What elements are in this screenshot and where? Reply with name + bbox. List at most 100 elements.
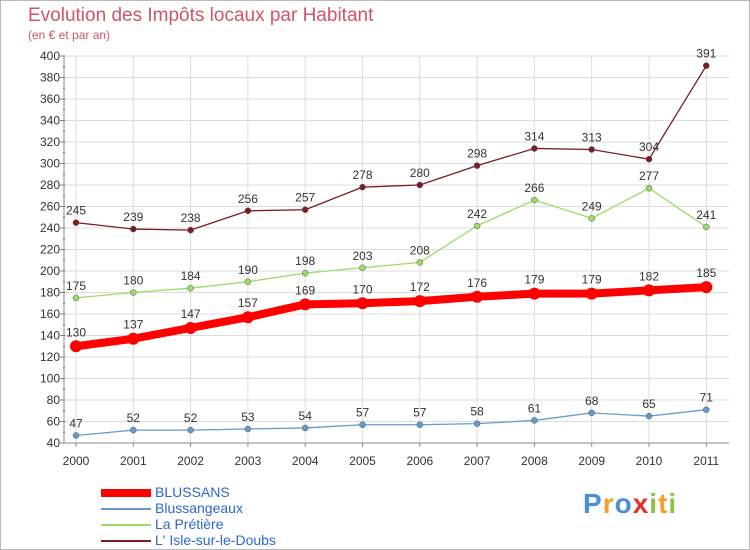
logo-letter: x: [632, 488, 650, 519]
y-tick-label: 240: [40, 221, 60, 235]
logo-letter: i: [649, 488, 659, 519]
legend-label: L' Isle-sur-le-Doubs: [155, 532, 276, 548]
y-tick-label: 360: [40, 92, 60, 106]
data-label-blussangeaux: 53: [241, 410, 255, 424]
data-label-la-pretiere: 249: [582, 199, 602, 213]
data-point-blussangeaux: [416, 421, 424, 428]
data-point-la-pretiere: [703, 223, 710, 231]
legend-item-la-pretiere: La Prétière: [101, 516, 361, 533]
logo-letter: o: [614, 488, 633, 519]
data-point-blussans: [356, 297, 369, 310]
data-label-l-isle-sur-le-doubs: 278: [352, 168, 372, 182]
legend-swatch: [101, 489, 151, 497]
data-label-blussans: 176: [467, 276, 487, 290]
x-tick-label: 2009: [578, 454, 605, 468]
data-label-blussangeaux: 54: [299, 409, 313, 423]
y-tick-label: 100: [40, 372, 60, 386]
data-label-blussans: 185: [696, 266, 716, 280]
data-label-blussangeaux: 58: [470, 405, 484, 419]
data-point-blussans: [413, 295, 426, 308]
x-tick-label: 2007: [464, 454, 491, 468]
y-tick-label: 40: [47, 436, 61, 450]
data-label-blussangeaux: 52: [127, 411, 141, 425]
data-label-l-isle-sur-le-doubs: 313: [582, 131, 602, 145]
data-point-la-pretiere: [359, 264, 366, 272]
logo-letter: i: [668, 488, 678, 519]
data-label-blussangeaux: 57: [356, 406, 370, 420]
data-point-blussans: [299, 298, 312, 311]
x-tick-label: 2003: [235, 454, 262, 468]
data-point-l-isle-sur-le-doubs: [588, 146, 595, 153]
data-label-la-pretiere: 242: [467, 207, 487, 221]
y-tick-label: 160: [40, 307, 60, 321]
legend-swatch: [101, 540, 151, 542]
y-tick-label: 180: [40, 286, 60, 300]
data-label-blussangeaux: 65: [642, 397, 656, 411]
data-label-blussangeaux: 57: [413, 406, 427, 420]
data-label-blussans: 172: [410, 280, 430, 294]
data-point-l-isle-sur-le-doubs: [72, 219, 80, 226]
data-point-la-pretiere: [301, 269, 309, 277]
series-line-blussans: [72, 283, 711, 351]
data-point-blussangeaux: [588, 409, 595, 417]
data-point-la-pretiere: [244, 278, 252, 285]
y-tick-label: 260: [40, 200, 60, 214]
x-tick-label: 2005: [349, 454, 376, 468]
data-label-l-isle-sur-le-doubs: 304: [639, 140, 659, 154]
data-point-la-pretiere: [187, 284, 194, 292]
chart-legend: BLUSSANS Blussangeaux La Prétière L' Isle-s…: [101, 484, 361, 549]
data-point-l-isle-sur-le-doubs: [473, 162, 481, 169]
x-tick-label: 2011: [693, 454, 719, 468]
data-label-l-isle-sur-le-doubs: 314: [524, 129, 544, 143]
data-label-la-pretiere: 266: [524, 181, 544, 195]
data-point-l-isle-sur-le-doubs: [416, 181, 424, 189]
data-point-blussans: [127, 332, 140, 345]
data-point-l-isle-sur-le-doubs: [531, 145, 538, 152]
data-label-blussans: 130: [66, 325, 86, 339]
y-tick-label: 400: [40, 49, 60, 63]
legend-item-blussangeaux: Blussangeaux: [101, 500, 361, 517]
logo-letter: P: [583, 488, 603, 519]
data-label-blussans: 157: [238, 296, 258, 310]
data-label-blussangeaux: 52: [184, 411, 198, 425]
data-label-la-pretiere: 241: [696, 208, 716, 222]
data-label-l-isle-sur-le-doubs: 280: [410, 166, 430, 180]
data-point-la-pretiere: [473, 222, 481, 230]
data-label-l-isle-sur-le-doubs: 298: [467, 147, 487, 161]
data-point-l-isle-sur-le-doubs: [301, 206, 309, 213]
y-tick-label: 380: [40, 71, 60, 85]
y-tick-label: 220: [40, 243, 60, 257]
data-label-blussans: 182: [639, 269, 659, 283]
x-tick-label: 2008: [521, 454, 548, 468]
x-tick-label: 2006: [406, 454, 433, 468]
data-label-l-isle-sur-le-doubs: 238: [181, 211, 201, 225]
y-tick-label: 60: [47, 415, 61, 429]
data-point-l-isle-sur-le-doubs: [645, 155, 653, 163]
data-point-blussangeaux: [130, 426, 137, 434]
y-tick-label: 280: [40, 178, 60, 192]
data-label-la-pretiere: 198: [295, 254, 315, 268]
data-label-blussans: 179: [524, 273, 544, 287]
data-label-l-isle-sur-le-doubs: 239: [123, 210, 143, 224]
data-point-blussangeaux: [72, 432, 80, 439]
y-tick-label: 320: [40, 135, 60, 149]
x-tick-label: 2001: [120, 454, 147, 468]
y-tick-label: 140: [40, 329, 60, 343]
data-point-l-isle-sur-le-doubs: [244, 207, 252, 215]
data-point-blussangeaux: [531, 417, 538, 424]
data-point-blussans: [643, 284, 655, 297]
y-tick-label: 300: [40, 157, 60, 171]
data-label-blussangeaux: 71: [700, 391, 714, 405]
data-point-blussangeaux: [359, 421, 366, 428]
logo-letter: r: [602, 488, 615, 519]
data-point-blussangeaux: [645, 412, 653, 420]
legend-item-blussans: BLUSSANS: [101, 484, 361, 501]
legend-label: Blussangeaux: [155, 500, 243, 516]
data-point-la-pretiere: [588, 215, 595, 222]
data-point-la-pretiere: [531, 196, 538, 204]
chart-title: Evolution des Impôts locaux par Habitant: [28, 5, 374, 26]
data-label-la-pretiere: 184: [181, 269, 201, 283]
data-label-blussans: 147: [181, 307, 201, 321]
